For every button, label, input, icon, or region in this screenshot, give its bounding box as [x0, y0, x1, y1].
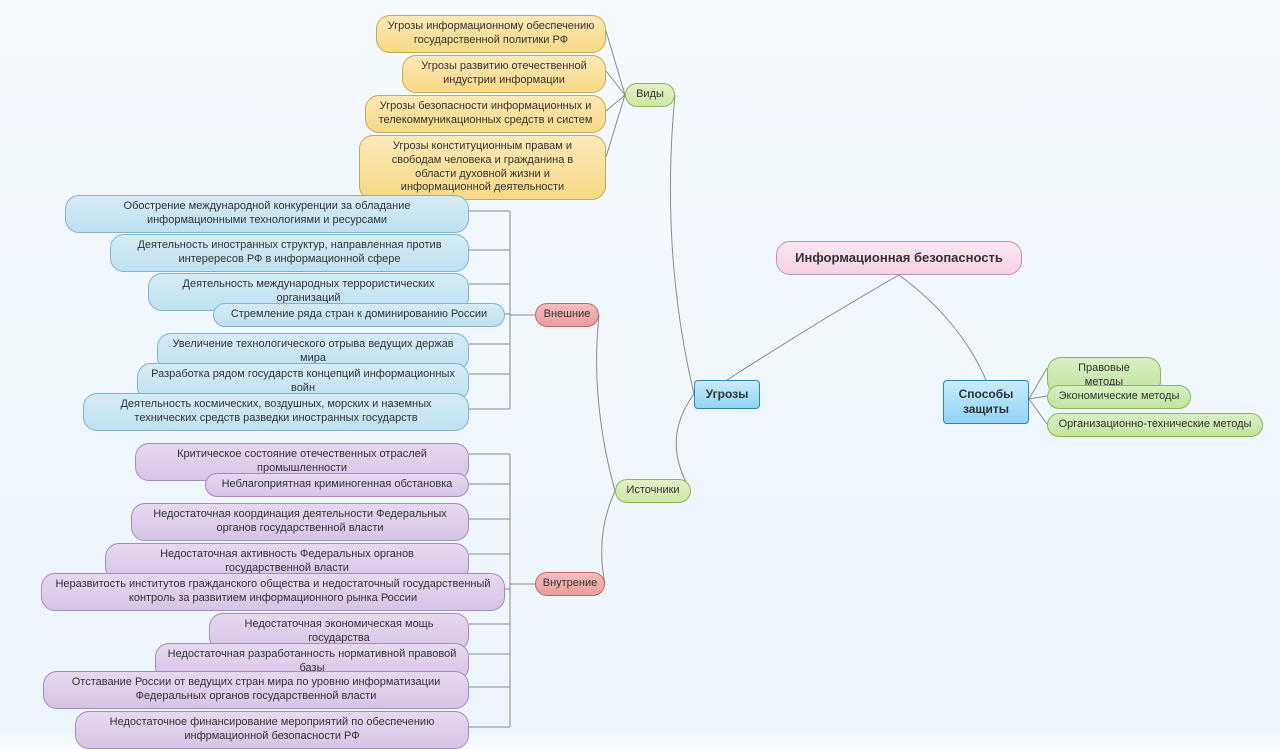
protection-node: Способы защиты: [943, 380, 1029, 424]
sources-node: Источники: [615, 479, 691, 503]
protection-method-1: Экономические методы: [1047, 385, 1191, 409]
type-item-0: Угрозы информационному обеспечению госуд…: [376, 15, 606, 53]
external-item-1: Деятельность иностранных структур, напра…: [110, 234, 469, 272]
internal-item-2: Недостаточная координация деятельности Ф…: [131, 503, 469, 541]
internal-node: Внутрение: [535, 572, 605, 596]
external-item-3: Стремление ряда стран к доминированию Ро…: [213, 303, 505, 327]
internal-item-1: Неблагоприятная криминогенная обстановка: [205, 473, 469, 497]
external-item-6: Деятельность космических, воздушных, мор…: [83, 393, 469, 431]
external-node: Внешние: [535, 303, 599, 327]
type-item-2: Угрозы безопасности информационных и тел…: [365, 95, 606, 133]
threats-node: Угрозы: [694, 380, 760, 409]
internal-item-4: Неразвитость институтов гражданского общ…: [41, 573, 505, 611]
external-item-0: Обострение международной конкуренции за …: [65, 195, 469, 233]
type-item-3: Угрозы конституционным правам и свободам…: [359, 135, 606, 200]
internal-item-7: Отставание России от ведущих стран мира …: [43, 671, 469, 709]
types-node: Виды: [625, 83, 675, 107]
root-node: Информационная безопасность: [776, 241, 1022, 275]
protection-method-2: Организационно-технические методы: [1047, 413, 1263, 437]
type-item-1: Угрозы развитию отечественной индустрии …: [402, 55, 606, 93]
internal-item-8: Недостаточное финансирование мероприятий…: [75, 711, 469, 749]
